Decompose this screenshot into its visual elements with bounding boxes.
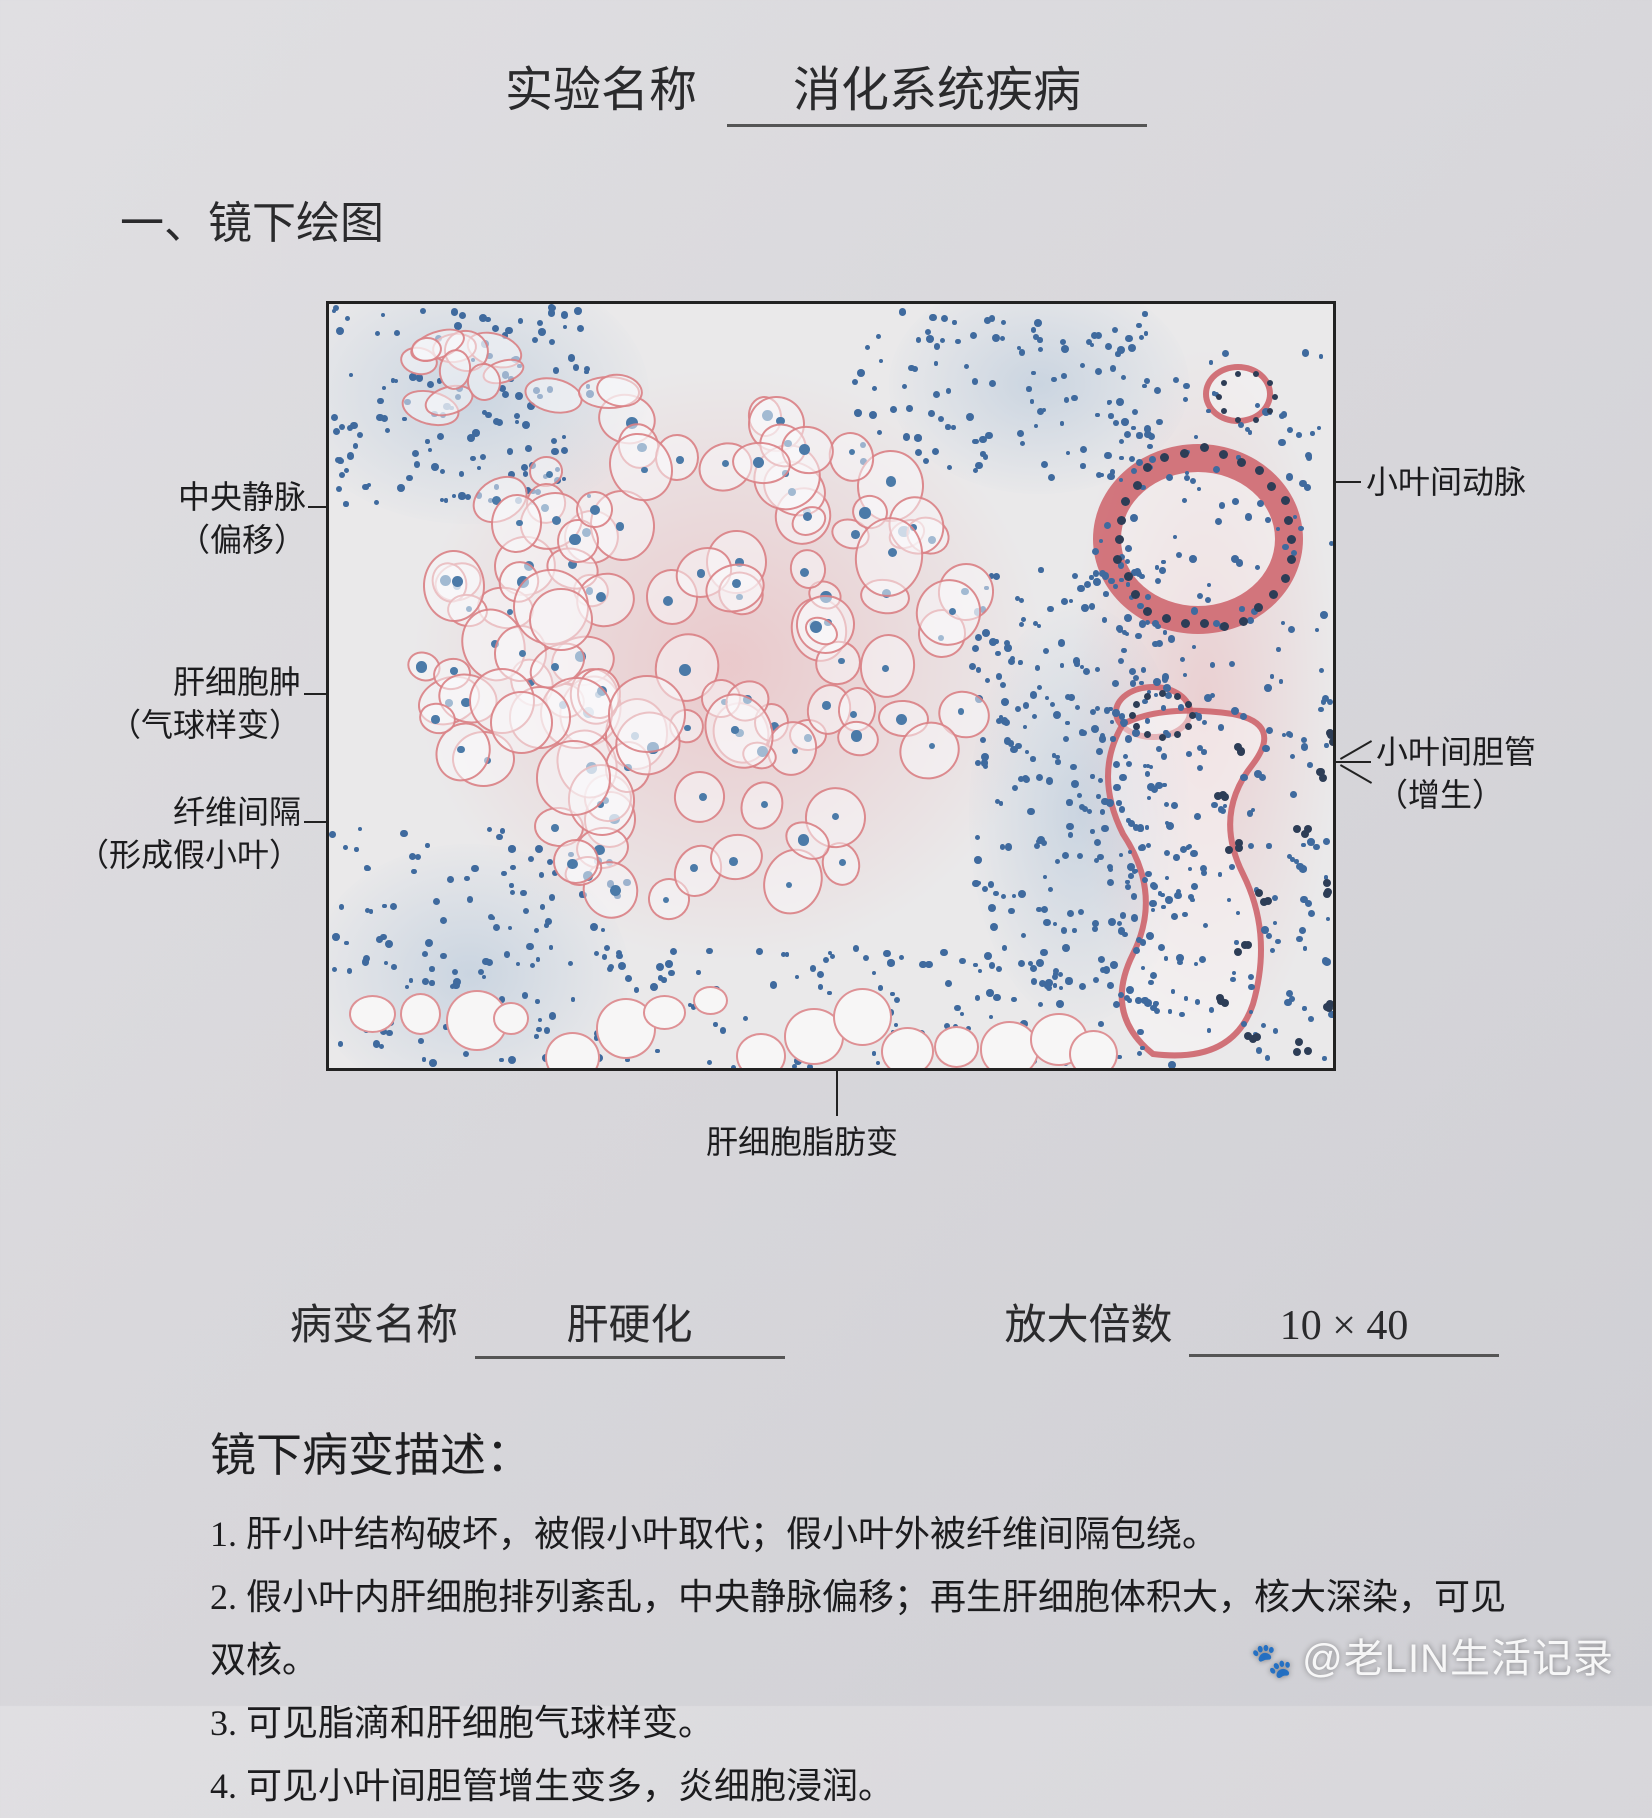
experiment-title-label: 实验名称 bbox=[505, 50, 697, 120]
callout-fibrous-septa: 纤维间隔 （形成假小叶） bbox=[76, 791, 301, 877]
lesion-label: 病变名称 bbox=[290, 1303, 458, 1349]
callout-ballooning: 肝细胞肿 （气球样变） bbox=[76, 661, 301, 747]
lesion-name: 病变名称 肝硬化 bbox=[290, 1291, 785, 1359]
callout-central-vein: 中央静脉 （偏移） bbox=[86, 476, 306, 562]
drawing-frame bbox=[326, 301, 1336, 1071]
description-line: 3. 可见脂滴和肝细胞气球样变。 bbox=[210, 1692, 1512, 1755]
description-line: 4. 可见小叶间胆管增生变多，炎细胞浸润。 bbox=[210, 1755, 1512, 1818]
magnification: 放大倍数 10 × 40 bbox=[1005, 1291, 1500, 1359]
callout-text: 小叶间动脉 bbox=[1366, 464, 1526, 500]
callout-text: （偏移） bbox=[86, 519, 306, 562]
experiment-title-value: 消化系统疾病 bbox=[727, 50, 1147, 127]
microscopy-figure: 中央静脉 （偏移） 肝细胞肿 （气球样变） 纤维间隔 （形成假小叶） 小叶间动脉… bbox=[76, 301, 1576, 1161]
description-block: 镜下病变描述： 1. 肝小叶结构破坏，被假小叶取代；假小叶外被纤维间隔包绕。 2… bbox=[60, 1419, 1592, 1818]
experiment-title-row: 实验名称 消化系统疾病 bbox=[60, 50, 1592, 127]
callout-bile-duct: 小叶间胆管 （增生） bbox=[1376, 731, 1536, 817]
callout-text: 肝细胞肿 bbox=[76, 661, 301, 704]
leader-line bbox=[1340, 740, 1372, 760]
callout-text: （形成假小叶） bbox=[76, 834, 301, 877]
metadata-row: 病变名称 肝硬化 放大倍数 10 × 40 bbox=[60, 1291, 1592, 1359]
callout-interlobular-artery: 小叶间动脉 bbox=[1366, 461, 1526, 504]
mag-value: 10 × 40 bbox=[1189, 1302, 1499, 1357]
mag-label: 放大倍数 bbox=[1005, 1303, 1173, 1349]
callout-fatty-change: 肝细胞脂肪变 bbox=[706, 1121, 898, 1164]
paw-icon: 🐾 bbox=[1251, 1641, 1294, 1681]
callout-text: 肝细胞脂肪变 bbox=[706, 1124, 898, 1160]
callout-text: 中央静脉 bbox=[86, 476, 306, 519]
section-1-header: 一、镜下绘图 bbox=[120, 187, 1592, 251]
watermark-text: @老LIN生活记录 bbox=[1302, 1637, 1614, 1681]
leader-line bbox=[1340, 764, 1372, 784]
callout-text: （气球样变） bbox=[76, 704, 301, 747]
description-title: 镜下病变描述： bbox=[210, 1419, 1512, 1485]
description-line: 1. 肝小叶结构破坏，被假小叶取代；假小叶外被纤维间隔包绕。 bbox=[210, 1503, 1512, 1566]
lesion-value: 肝硬化 bbox=[475, 1291, 785, 1359]
callout-text: 小叶间胆管 bbox=[1376, 731, 1536, 774]
watermark: 🐾@老LIN生活记录 bbox=[1251, 1626, 1614, 1684]
callout-text: （增生） bbox=[1376, 774, 1536, 817]
callout-text: 纤维间隔 bbox=[76, 791, 301, 834]
